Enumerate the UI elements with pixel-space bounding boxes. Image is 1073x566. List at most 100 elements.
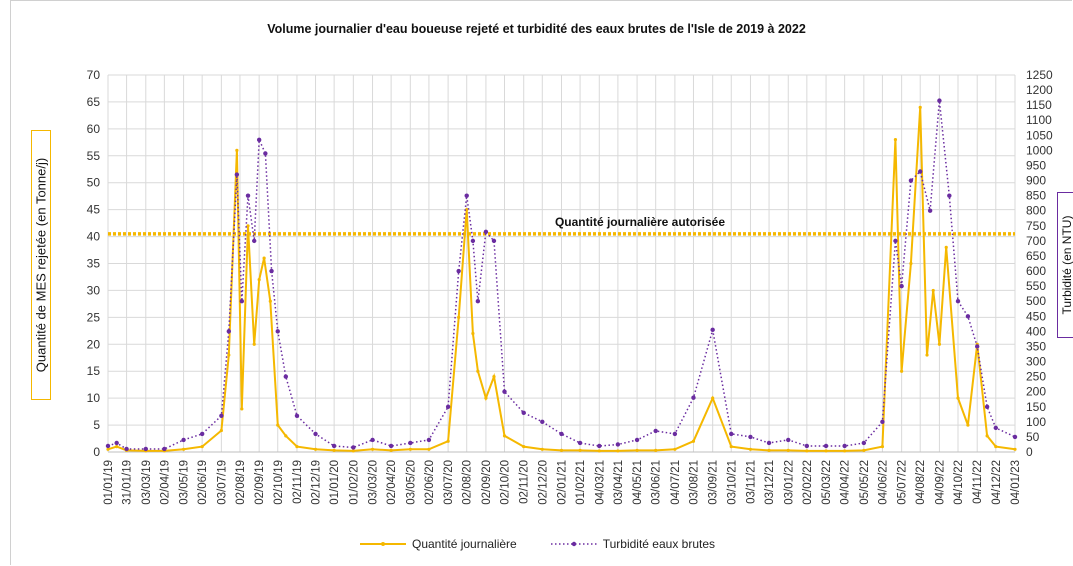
x-tick-43: 04/08/22: [915, 460, 927, 505]
series-0-point-58: [925, 353, 929, 357]
series-0-point-20: [332, 448, 336, 452]
series-0-point-0: [106, 447, 110, 451]
series-1-point-51: [842, 443, 847, 449]
series-0-point-30: [476, 369, 480, 373]
y-left-tick-3: 15: [87, 364, 101, 378]
series-1-point-42: [672, 431, 678, 437]
x-tick-2: 03/03/19: [141, 460, 153, 505]
series-0-point-1: [115, 445, 119, 449]
y-right-tick-14: 700: [1026, 234, 1046, 248]
series-1-point-48: [786, 437, 791, 443]
x-tick-6: 03/07/19: [216, 460, 228, 505]
series-0-point-10: [240, 407, 244, 411]
y-left-tick-14: 70: [87, 68, 101, 82]
series-1-point-18: [294, 413, 300, 419]
series-0-point-23: [389, 448, 393, 452]
series-layer: [105, 98, 1018, 453]
x-tick-0: 01/01/19: [103, 460, 115, 505]
x-tick-12: 01/01/20: [329, 460, 341, 505]
y-right-tick-4: 200: [1026, 385, 1046, 399]
series-1-point-64: [984, 404, 990, 409]
series-0-point-54: [893, 138, 898, 142]
x-tick-17: 02/06/20: [424, 460, 436, 505]
x-tick-28: 04/05/21: [632, 460, 644, 505]
series-1-point-52: [861, 440, 867, 446]
y-axis-right-label-box: Turbidité (en NTU): [1057, 192, 1073, 338]
x-tick-38: 05/03/22: [821, 460, 833, 505]
series-0-point-5: [181, 447, 186, 451]
series-1-point-15: [269, 268, 274, 274]
y-left-tick-0: 0: [93, 445, 100, 459]
y-left-tick-9: 45: [87, 203, 101, 217]
y-right-tick-9: 450: [1026, 309, 1046, 323]
legend-label-turbidite: Turbidité eaux brutes: [602, 537, 716, 551]
series-1-point-55: [899, 283, 904, 289]
series-1-point-10: [239, 299, 245, 304]
series-1-point-27: [456, 268, 461, 274]
x-tick-34: 03/11/21: [745, 460, 757, 504]
series-0-point-22: [370, 447, 375, 451]
y-right-tick-10: 500: [1026, 294, 1046, 308]
x-tick-25: 01/02/21: [575, 460, 587, 505]
series-1-point-24: [408, 440, 413, 446]
series-0-point-51: [843, 449, 847, 453]
series-0-point-27: [457, 315, 461, 319]
series-1-point-60: [947, 193, 952, 198]
y-right-tick-11: 550: [1026, 279, 1046, 293]
y-axis-right-label: Turbidité (en NTU): [1060, 215, 1073, 315]
series-0-point-52: [862, 448, 866, 452]
x-tick-36: 03/01/22: [783, 460, 795, 505]
legend: Quantité journalière Turbidité eaux brut…: [360, 537, 749, 551]
x-tick-11: 02/12/19: [311, 460, 323, 505]
series-0-point-60: [937, 342, 942, 346]
x-tick-26: 04/03/21: [594, 460, 606, 505]
x-tick-7: 02/08/19: [235, 460, 247, 505]
y-right-tick-16: 800: [1026, 204, 1046, 218]
series-1-point-14: [263, 151, 268, 156]
series-0-point-36: [559, 448, 564, 452]
y-right-tick-1: 50: [1026, 430, 1040, 444]
x-tick-13: 01/02/20: [348, 460, 360, 505]
series-1-point-66: [1012, 434, 1018, 440]
series-1-point-50: [823, 443, 829, 449]
y-right-tick-12: 600: [1026, 264, 1046, 278]
series-0-point-24: [408, 447, 412, 451]
series-0-point-7: [219, 428, 223, 433]
y-left-tick-7: 35: [87, 257, 101, 271]
x-tick-14: 03/03/20: [368, 460, 380, 505]
series-0-point-26: [446, 439, 450, 443]
x-tick-42: 05/07/22: [897, 460, 909, 505]
x-tick-8: 02/09/19: [254, 460, 266, 505]
series-1-point-4: [162, 446, 167, 452]
series-0-point-67: [1013, 447, 1017, 451]
y-right-tick-25: 1250: [1026, 68, 1053, 82]
x-tick-1: 31/01/19: [122, 460, 134, 505]
series-1-point-40: [634, 437, 640, 443]
series-1-point-45: [729, 431, 734, 437]
series-1-point-30: [475, 299, 481, 304]
series-1-point-7: [219, 413, 224, 419]
x-tick-29: 03/06/21: [651, 460, 663, 505]
series-1-point-44: [710, 327, 715, 333]
series-0-point-63: [966, 423, 970, 427]
series-0-point-16: [276, 423, 280, 427]
series-1-point-9: [234, 172, 240, 177]
series-0-point-37: [578, 448, 582, 452]
series-1-point-35: [540, 419, 545, 425]
y-right-tick-23: 1150: [1026, 98, 1052, 112]
x-tick-46: 04/11/22: [972, 460, 984, 504]
series-1-point-12: [252, 238, 257, 244]
y-left-tick-1: 5: [93, 418, 100, 432]
y-right-tick-24: 1200: [1026, 83, 1053, 97]
series-0-point-66: [994, 445, 998, 449]
series-0-point-49: [805, 449, 809, 453]
legend-swatch-quantite: [360, 542, 406, 546]
series-1-point-28: [464, 193, 469, 198]
series-0-point-55: [900, 369, 904, 373]
series-0-point-43: [691, 439, 696, 443]
y-left-tick-4: 20: [87, 337, 101, 351]
series-0-point-35: [540, 447, 544, 451]
y-right-tick-5: 250: [1026, 370, 1046, 384]
series-1-point-57: [918, 169, 923, 174]
series-1-point-61: [955, 299, 961, 304]
